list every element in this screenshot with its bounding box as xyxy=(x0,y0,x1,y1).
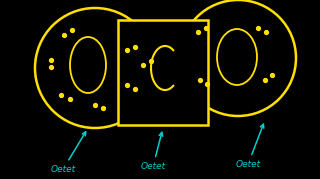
Text: Oetet: Oetet xyxy=(51,132,86,174)
Bar xyxy=(118,20,208,125)
Text: Oetet: Oetet xyxy=(140,132,165,171)
Ellipse shape xyxy=(70,37,106,93)
Text: Oetet: Oetet xyxy=(236,124,264,169)
Ellipse shape xyxy=(217,29,257,85)
